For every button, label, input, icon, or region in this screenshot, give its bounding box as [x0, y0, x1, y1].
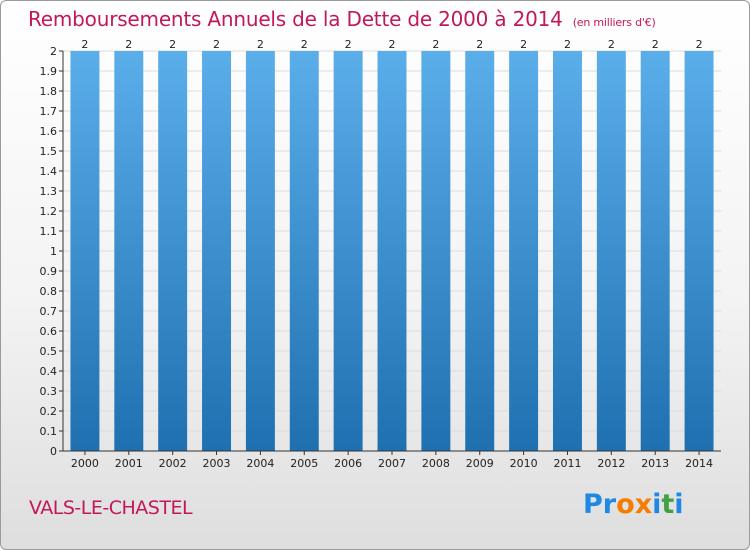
x-tick-label: 2004	[246, 457, 274, 470]
title-text: Remboursements Annuels de la Dette de 20…	[28, 7, 563, 31]
y-tick-label: 1.4	[40, 165, 58, 178]
bar-2008	[421, 51, 451, 451]
y-tick-label: 1.5	[40, 145, 58, 158]
bar-2010	[509, 51, 539, 451]
y-tick-label: 0.9	[40, 265, 58, 278]
data-label: 2	[169, 38, 176, 51]
logo-letter: o	[616, 489, 635, 520]
x-tick-label: 2007	[378, 457, 406, 470]
data-label: 2	[125, 38, 132, 51]
x-tick-label: 2009	[466, 457, 494, 470]
x-axis: 2000 2001 2002 2003 2004 2005 2006 2007 2008 2009…	[63, 450, 721, 470]
logo-letter: i	[674, 489, 684, 520]
logo-letter: P	[583, 489, 603, 520]
bar-2012	[596, 51, 626, 451]
data-label: 2	[520, 38, 527, 51]
x-tick-label: 2014	[685, 457, 713, 470]
data-label: 2	[389, 38, 396, 51]
x-tick-label: 2002	[159, 457, 187, 470]
y-tick-label: 1.7	[40, 105, 58, 118]
bar-2006	[333, 51, 363, 451]
bar-2011	[552, 51, 582, 451]
x-tick-label: 2006	[334, 457, 362, 470]
bar-2007	[377, 51, 407, 451]
chart-subtitle: (en milliers d'€)	[572, 16, 656, 29]
data-label: 2	[301, 38, 308, 51]
y-tick-label: 0.6	[40, 325, 58, 338]
chart-title: Remboursements Annuels de la Dette de 20…	[28, 7, 656, 31]
y-tick-label: 1.9	[40, 65, 58, 78]
y-tick-label: 1.6	[40, 125, 58, 138]
bar-2000	[70, 51, 100, 451]
data-label: 2	[476, 38, 483, 51]
data-label: 2	[257, 38, 264, 51]
y-tick-label: 0.5	[40, 345, 58, 358]
y-tick-label: 1	[50, 245, 57, 258]
y-tick-label: 2	[50, 45, 57, 58]
bar-2014	[684, 51, 714, 451]
x-tick-label: 2012	[597, 457, 625, 470]
data-label: 2	[608, 38, 615, 51]
logo-letter: i	[652, 489, 662, 520]
data-label: 2	[81, 38, 88, 51]
proxiti-logo: Proxiti	[583, 489, 684, 520]
y-tick-label: 0.2	[40, 405, 58, 418]
x-tick-label: 2013	[641, 457, 669, 470]
bars	[70, 51, 714, 451]
bar-2013	[640, 51, 670, 451]
bar-2005	[289, 51, 319, 451]
data-label: 2	[696, 38, 703, 51]
data-labels: 2 2 2 2 2 2 2 2 2 2 2 2 2 2 2	[81, 38, 702, 51]
bar-2009	[465, 51, 495, 451]
x-tick-label: 2010	[510, 457, 538, 470]
y-tick-label: 0.4	[40, 365, 58, 378]
x-tick-label: 2008	[422, 457, 450, 470]
y-axis: 0 0.1 0.2 0.3 0.4 0.5 0.6 0.7 0.8 0.9 1 1.1 1.2 1.3 1.…	[40, 45, 64, 458]
y-tick-label: 0.3	[40, 385, 58, 398]
y-tick-label: 0.8	[40, 285, 58, 298]
x-tick-label: 2001	[115, 457, 143, 470]
bar-2004	[245, 51, 275, 451]
x-tick-label: 2011	[553, 457, 581, 470]
y-tick-label: 0	[50, 445, 57, 458]
y-tick-label: 1.3	[40, 185, 58, 198]
x-tick-label: 2005	[290, 457, 318, 470]
logo-letter: x	[634, 489, 653, 520]
commune-name: VALS-LE-CHASTEL	[29, 497, 193, 519]
y-tick-label: 1.2	[40, 205, 58, 218]
data-label: 2	[345, 38, 352, 51]
bar-2001	[114, 51, 144, 451]
y-tick-label: 1.8	[40, 85, 58, 98]
y-tick-label: 0.1	[40, 425, 58, 438]
x-tick-label: 2003	[203, 457, 231, 470]
logo-letter: r	[602, 489, 617, 520]
data-label: 2	[652, 38, 659, 51]
y-tick-label: 0.7	[40, 305, 58, 318]
logo-letter: t	[661, 489, 675, 520]
data-label: 2	[564, 38, 571, 51]
bar-2002	[158, 51, 188, 451]
y-tick-label: 1.1	[40, 225, 58, 238]
x-tick-label: 2000	[71, 457, 99, 470]
bar-2003	[202, 51, 232, 451]
data-label: 2	[432, 38, 439, 51]
data-label: 2	[213, 38, 220, 51]
